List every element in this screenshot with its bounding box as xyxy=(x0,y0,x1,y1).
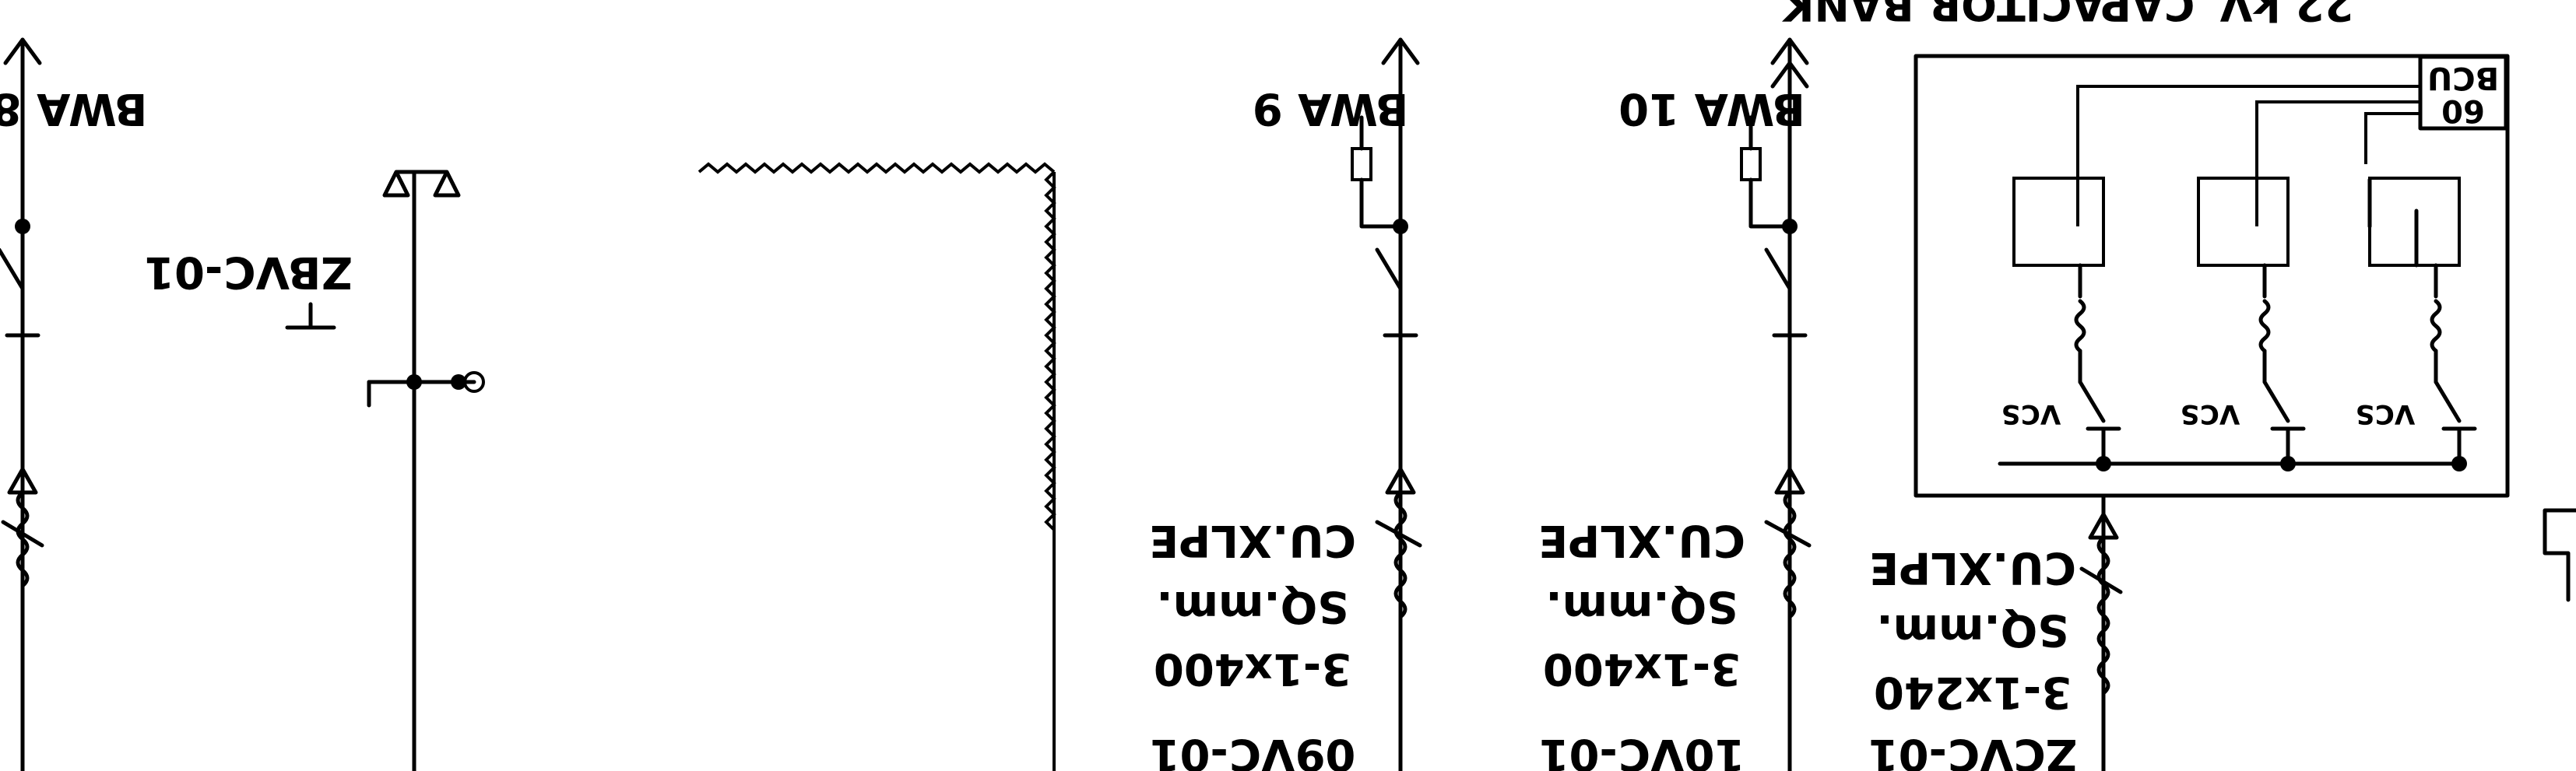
feeder-bwa8: BWA 8 xyxy=(0,37,147,771)
feeder-bwa10: BWA 10 CU.XLPE SQ.mm. 3-1x400 10VC-01 xyxy=(1538,37,1812,771)
relay-box xyxy=(2418,54,2508,131)
feeder-bwa10-switch: 10VC-01 xyxy=(1539,729,1745,771)
capacitor-unit-1 xyxy=(2367,177,2477,466)
bank-switch-label-3: VCS xyxy=(2001,398,2061,429)
feeder-bwa8-label: BWA 8 xyxy=(0,83,147,134)
feeder-bwa9-cable-3: 3-1x400 xyxy=(1154,643,1351,694)
capacitor-bank-box: BCU 60 xyxy=(1914,54,2510,498)
capacitor-feeder-switch: ZCVC-01 xyxy=(1868,729,2078,771)
feeder-bwa9-cable-2: SQ.mm. xyxy=(1156,581,1348,632)
capacitor-feeder-cable-2: SQ.mm. xyxy=(1876,605,2068,655)
feeder-bwa9-switch: 09VC-01 xyxy=(1150,729,1356,771)
capacitor-unit-2 xyxy=(2197,177,2306,466)
relay-label-bcu: BCU xyxy=(2427,60,2499,96)
capacitor-feeder: CU.XLPE SQ.mm. 3-1x240 ZCVC-01 xyxy=(1868,493,2123,771)
wavy-cable: ZBVC-01 xyxy=(144,162,1056,771)
capacitor-unit-3 xyxy=(2012,177,2121,466)
feeder-bwa10-label: BWA 10 xyxy=(1618,83,1805,134)
feeder-bwa10-cable-3: 3-1x400 xyxy=(1543,643,1741,694)
feeder-bwa9-cable-1: CU.XLPE xyxy=(1149,515,1356,566)
feeder-bwa9-label: BWA 9 xyxy=(1253,83,1409,134)
edge-bracket xyxy=(2543,508,2576,602)
feeder-bwa10-cable-1: CU.XLPE xyxy=(1538,515,1745,566)
feeder-bwa10-cable-2: SQ.mm. xyxy=(1545,581,1738,632)
capacitor-feeder-cable-3: 3-1x240 xyxy=(1874,667,2072,717)
bank-switch-label-2: VCS xyxy=(2181,398,2240,429)
capacitor-feeder-cable-1: CU.XLPE xyxy=(1869,542,2076,593)
feeder-bwa9: BWA 9 CU.XLPE SQ.mm. 3-1x400 09VC-01 xyxy=(1149,37,1422,771)
surge-arrester-label: ZBVC-01 xyxy=(144,247,353,297)
bank-switch-label-1: VCS xyxy=(2356,398,2415,429)
relay-label-60: 60 xyxy=(2441,93,2485,128)
capacitor-bank-title: 22 kV. CAPACITOR BANK xyxy=(1780,0,2354,30)
